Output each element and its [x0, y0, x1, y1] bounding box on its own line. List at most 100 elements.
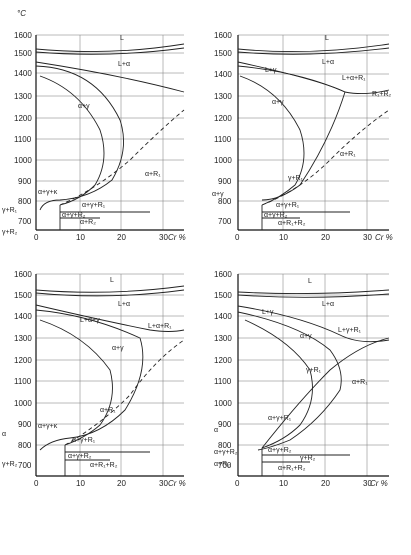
phase-boundaries	[237, 289, 390, 476]
phase-labels: L L+α L+α+γ L+α+R₁ α+γ α+R₁ α+γ+R₁ α+γ+R…	[2, 277, 172, 469]
y-tick: 1000	[214, 399, 232, 408]
y-tick: 1300	[14, 334, 32, 343]
phase-label: L	[110, 277, 114, 284]
phase-label: α+R₁+R₂	[278, 220, 306, 227]
phase-label: L+γ	[265, 67, 277, 74]
phase-label: α+R₁	[340, 151, 356, 158]
y-tick: 1200	[214, 114, 232, 123]
x-tick: 10	[76, 233, 85, 242]
x-tick: 0	[34, 233, 39, 242]
y-tick: 1100	[14, 377, 32, 386]
panel-bottom-right: 1600 1500 1400 1300 1200 1100 1000 900 8…	[214, 270, 390, 488]
x-tick: 30	[159, 479, 168, 488]
phase-label: R₁+R₂	[372, 91, 392, 98]
temp-unit-label: °C	[17, 9, 26, 18]
x-tick: 0	[235, 479, 240, 488]
x-tick: 10	[279, 233, 288, 242]
gridlines	[36, 273, 184, 476]
y-tick: 1200	[14, 356, 32, 365]
gridlines	[238, 34, 389, 230]
phase-label: α+γ	[112, 345, 124, 352]
y-tick-labels: 1600 1500 1400 1300 1200 1100 1000 900 8…	[14, 270, 32, 470]
x-axis-unit-label: Cr %	[375, 233, 393, 242]
phase-labels: L L+α α+γ α+R₁ α+γ+R₁ α+γ+R₂ α+γ+κ α+R₂ …	[2, 35, 161, 236]
x-tick: 20	[321, 479, 330, 488]
x-tick: 10	[279, 479, 288, 488]
phase-label: α+γ+R₂	[68, 453, 92, 460]
x-tick-labels: 0 10 20 30	[235, 233, 372, 242]
phase-label: α+γ	[78, 103, 90, 110]
phase-boundaries	[237, 43, 390, 230]
y-tick: 1100	[14, 135, 32, 144]
phase-label: α+γ+R₂	[62, 212, 86, 219]
phase-label: L+α+R₁	[342, 75, 366, 82]
y-tick: 1500	[214, 291, 232, 300]
y-tick-labels: 1600 1500 1400 1300 1200 1100 1000 900 8…	[214, 31, 232, 226]
phase-label: L+α	[118, 301, 130, 308]
phase-label: α+γ+R₂	[264, 212, 288, 219]
x-tick-labels: 0 10 20 30	[34, 479, 168, 488]
y-tick-labels: 1600 1500 1400 1300 1200 1100 1000 900 8…	[14, 31, 32, 226]
phase-label: α+R₁+R₂	[90, 462, 118, 469]
phase-label: L+α	[322, 59, 334, 66]
x-tick-labels: 0 10 20 30	[235, 479, 372, 488]
gridlines	[36, 34, 184, 230]
y-tick: 1500	[14, 49, 32, 58]
x-tick: 20	[321, 233, 330, 242]
phase-label: γ+R₁	[306, 367, 322, 374]
phase-label: L+α	[118, 61, 130, 68]
phase-label: α+R₁	[352, 379, 368, 386]
phase-label: γ+R₂	[300, 455, 316, 462]
phase-label: L	[325, 35, 329, 42]
x-tick-labels: 0 10 20 30	[34, 233, 168, 242]
y-tick: 1100	[214, 135, 232, 144]
x-tick: 20	[117, 233, 126, 242]
x-tick: 30	[159, 233, 168, 242]
phase-label: α+R₂	[214, 461, 230, 468]
x-tick: 10	[76, 479, 85, 488]
phase-label: α+R₁+R₂	[278, 465, 306, 472]
y-tick-labels: 1600 1500 1400 1300 1200 1100 1000 900 8…	[214, 270, 232, 470]
phase-label: α	[214, 427, 218, 434]
phase-label: α	[2, 431, 6, 438]
y-tick: 900	[218, 420, 232, 429]
phase-label: γ+R₁	[288, 175, 304, 182]
y-tick: 1400	[214, 70, 232, 79]
phase-label: γ+R₂	[2, 461, 18, 468]
y-tick: 1000	[214, 156, 232, 165]
y-tick: 1000	[14, 399, 32, 408]
panel-top-right: 1600 1500 1400 1300 1200 1100 1000 900 8…	[212, 31, 393, 242]
phase-labels: L L+α L+γ L+γ+R₁ α+γ α+R₁ γ+R₁ α+γ+R₁ α+…	[214, 278, 368, 472]
y-tick: 1500	[214, 49, 232, 58]
phase-label: α+γ+R₂	[268, 447, 292, 454]
phase-boundaries	[35, 285, 185, 476]
y-tick: 1600	[214, 31, 232, 40]
phase-label: α+γ+κ	[38, 423, 58, 430]
y-tick: 800	[18, 441, 32, 450]
x-axis-unit-label: Cr %	[370, 479, 388, 488]
phase-label: α+γ+R₁	[268, 415, 292, 422]
phase-label: γ+R₂	[2, 229, 18, 236]
phase-label: L+α+γ	[80, 317, 100, 324]
x-tick: 30	[363, 479, 372, 488]
x-tick: 30	[363, 233, 372, 242]
phase-label: L	[120, 35, 124, 42]
y-tick: 1400	[14, 69, 32, 78]
phase-label: α+γ+κ	[38, 189, 58, 196]
y-tick: 1000	[14, 156, 32, 165]
phase-label: L+α+R₁	[148, 323, 172, 330]
x-tick: 20	[117, 479, 126, 488]
y-tick: 700	[218, 217, 232, 226]
phase-label: α+R₂	[80, 219, 96, 226]
phase-label: α+γ	[212, 191, 224, 198]
phase-label: γ+R₁	[2, 207, 18, 214]
x-tick: 0	[235, 233, 240, 242]
y-tick: 1300	[214, 92, 232, 101]
phase-label: α+R₁	[100, 407, 116, 414]
phase-label: α+γ	[272, 99, 284, 106]
panel-top-left: °C 1600 1500 1400 1300 1200 1100 1000 90…	[2, 9, 186, 242]
y-tick: 1600	[14, 31, 32, 40]
phase-labels: L L+α L+α+R₁ L+γ α+γ α+R₁ γ+R₁ α+γ+R₁ α+…	[212, 35, 392, 227]
